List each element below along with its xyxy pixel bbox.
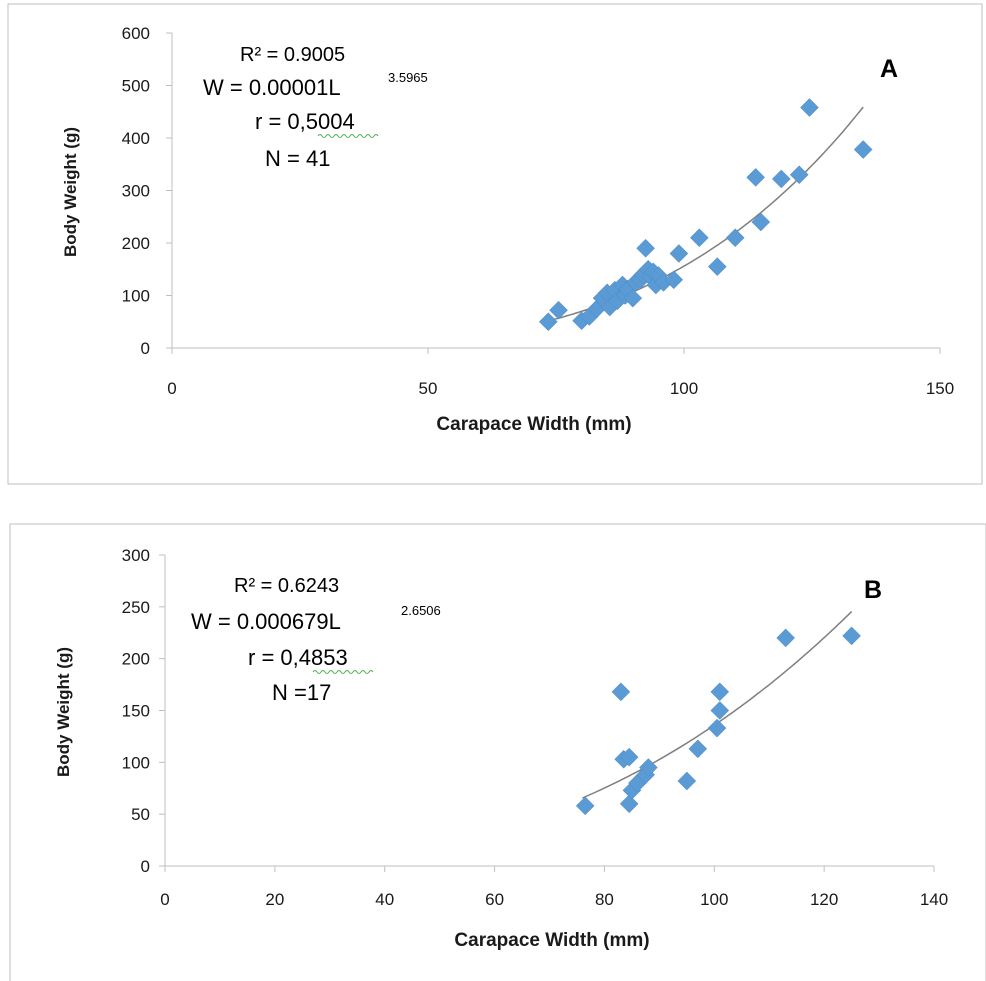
panel-b-r: r = 0,4853 (248, 645, 348, 670)
data-point (707, 257, 727, 276)
panel-a-spellcheck-squiggle (317, 134, 379, 138)
data-point (538, 312, 558, 332)
x-tick-label: 100 (670, 379, 698, 398)
data-point (800, 98, 819, 117)
data-point (619, 794, 639, 814)
panel-a-tick-labels: 0 50 100 150 0 100 200 300 400 500 600 (122, 24, 955, 398)
data-point (575, 796, 595, 816)
panel-b-label: B (864, 576, 882, 604)
panel-b-x-ticks (164, 866, 935, 872)
x-tick-label: 120 (810, 890, 838, 909)
x-tick-label: 20 (265, 890, 284, 909)
y-tick-label: 250 (122, 598, 150, 617)
panel-b-tick-labels: 0 20 40 60 80 100 120 140 0 50 100 150 200 250 300 (122, 546, 949, 909)
data-point (710, 682, 730, 702)
panel-b-frame (9, 523, 986, 981)
data-point (776, 628, 796, 648)
data-point (789, 165, 809, 185)
data-point (636, 238, 655, 258)
y-tick-label: 600 (122, 24, 150, 43)
panel-b-y-ticks (159, 554, 165, 867)
panel-b-y-label: Body Weight (g) (54, 647, 73, 777)
panel-b-exponent: 2.6506 (401, 603, 441, 618)
y-tick-label: 500 (122, 77, 150, 96)
x-tick-label: 60 (485, 890, 504, 909)
data-point (677, 771, 697, 791)
panel-b-equation: W = 0.000679L (191, 609, 341, 634)
y-tick-label: 0 (141, 339, 150, 358)
x-tick-label: 100 (700, 890, 728, 909)
panel-a-r-squared: R² = 0.9005 (240, 44, 345, 66)
panel-a-x-ticks (171, 348, 941, 354)
x-tick-label: 40 (375, 890, 394, 909)
y-tick-label: 0 (141, 857, 150, 876)
panel-b-x-label: Carapace Width (mm) (454, 930, 649, 951)
data-point (707, 718, 727, 738)
panel-a-y-ticks (166, 32, 172, 349)
x-tick-label: 0 (160, 890, 169, 909)
y-tick-label: 300 (122, 546, 150, 565)
data-point (623, 288, 643, 308)
data-point (710, 701, 730, 720)
data-point (611, 682, 631, 702)
panel-b-points (575, 626, 861, 816)
data-point (725, 228, 745, 248)
data-point (746, 168, 766, 187)
data-point (639, 758, 658, 777)
panel-b-r-squared: R² = 0.6243 (234, 575, 339, 597)
data-point (669, 244, 689, 263)
y-tick-label: 200 (122, 234, 150, 253)
y-tick-label: 50 (131, 805, 150, 824)
panel-a-equation: W = 0.00001L (203, 75, 341, 100)
panel-a-n: N = 41 (265, 146, 330, 171)
y-tick-label: 100 (122, 287, 150, 306)
panel-a-x-label: Carapace Width (mm) (436, 414, 631, 435)
data-point (619, 747, 639, 767)
panel-a-r: r = 0,5004 (255, 109, 355, 134)
panel-a-label: A (880, 55, 898, 83)
y-tick-label: 100 (122, 753, 150, 772)
panel-b-spellcheck-squiggle (312, 670, 374, 674)
y-tick-label: 200 (122, 650, 150, 669)
data-point (771, 169, 791, 189)
y-tick-label: 300 (122, 182, 150, 201)
panel-a-frame (7, 3, 983, 485)
panel-b: 0 20 40 60 80 100 120 140 0 50 100 150 200 250 300 Car… (9, 523, 986, 981)
x-tick-label: 0 (167, 379, 176, 398)
x-tick-label: 50 (419, 379, 438, 398)
panel-a: 0 50 100 150 0 100 200 300 400 500 600 Carapace Wi… (7, 3, 983, 485)
data-point (688, 739, 708, 759)
x-tick-label: 150 (926, 379, 954, 398)
y-tick-label: 400 (122, 129, 150, 148)
x-tick-label: 80 (595, 890, 614, 909)
x-tick-label: 140 (920, 890, 948, 909)
panel-a-exponent: 3.5965 (388, 70, 428, 85)
data-point (664, 270, 684, 290)
y-tick-label: 150 (122, 702, 150, 721)
data-point (842, 626, 861, 646)
panel-a-points (538, 98, 873, 332)
data-point (751, 212, 771, 232)
panel-a-y-label: Body Weight (g) (61, 127, 80, 257)
panel-b-n: N =17 (272, 680, 331, 705)
data-point (549, 300, 568, 320)
data-point (853, 140, 873, 159)
data-point (690, 228, 709, 248)
